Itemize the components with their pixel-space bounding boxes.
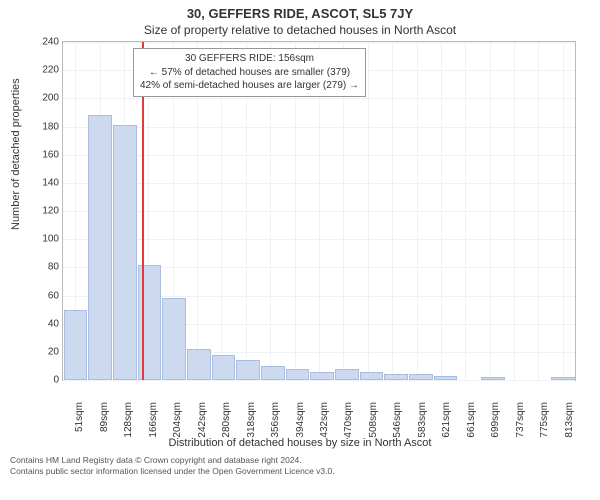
histogram-bar [187,349,211,380]
y-axis-label: Number of detached properties [10,78,22,230]
histogram-bar [162,298,186,380]
y-tick: 140 [42,177,63,188]
y-tick: 200 [42,93,63,104]
histogram-bar [310,372,334,380]
histogram-bar [335,369,359,380]
y-tick: 80 [48,262,63,273]
x-tick: 128sqm [123,402,134,438]
x-tick: 775sqm [539,402,550,438]
y-tick: 120 [42,206,63,217]
y-tick: 20 [48,346,63,357]
x-tick: 621sqm [441,402,452,438]
plot-area: 30 GEFFERS RIDE: 156sqm ← 57% of detache… [62,41,576,381]
x-tick: 356sqm [270,402,281,438]
histogram-bar [261,366,285,380]
histogram-bar [64,310,88,380]
histogram-bar [384,374,408,380]
histogram-bar [113,125,137,380]
x-tick: 51sqm [74,402,85,432]
annotation-line-3: 42% of semi-detached houses are larger (… [140,79,359,93]
x-tick: 470sqm [343,402,354,438]
x-tick: 318sqm [246,402,257,438]
histogram-bar [360,372,384,380]
x-tick: 280sqm [221,402,232,438]
x-tick: 166sqm [148,402,159,438]
histogram-bar [236,360,260,380]
histogram-bar [88,115,112,380]
y-tick: 60 [48,290,63,301]
x-tick: 508sqm [368,402,379,438]
chart-area: 30 GEFFERS RIDE: 156sqm ← 57% of detache… [62,41,576,381]
x-tick: 699sqm [490,402,501,438]
y-tick: 100 [42,234,63,245]
x-tick: 204sqm [172,402,183,438]
footer-line-2: Contains public sector information licen… [10,466,590,477]
x-tick: 432sqm [319,402,330,438]
annotation-line-2: ← 57% of detached houses are smaller (37… [140,66,359,80]
y-tick: 220 [42,65,63,76]
x-tick: 661sqm [466,402,477,438]
y-tick: 240 [42,37,63,48]
x-tick: 242sqm [197,402,208,438]
page-title: 30, GEFFERS RIDE, ASCOT, SL5 7JY [0,0,600,21]
y-tick: 0 [53,375,63,386]
histogram-bar [481,377,505,380]
annotation-line-1: 30 GEFFERS RIDE: 156sqm [140,52,359,66]
x-tick: 546sqm [392,402,403,438]
y-tick: 160 [42,149,63,160]
histogram-bar [212,355,236,380]
x-tick-labels: 51sqm 89sqm 128sqm 166sqm 204sqm 242sqm 280sqm… [62,402,576,462]
x-tick: 394sqm [295,402,306,438]
y-tick: 40 [48,318,63,329]
histogram-bar [409,374,433,380]
x-tick: 737sqm [515,402,526,438]
histogram-bar [286,369,310,380]
x-tick: 813sqm [564,402,575,438]
page-subtitle: Size of property relative to detached ho… [0,21,600,41]
x-tick: 583sqm [417,402,428,438]
annotation-box: 30 GEFFERS RIDE: 156sqm ← 57% of detache… [133,48,366,97]
histogram-bar [434,376,458,380]
y-tick: 180 [42,121,63,132]
histogram-bar [551,377,575,380]
x-tick: 89sqm [99,402,110,432]
histogram-bar [138,265,162,380]
